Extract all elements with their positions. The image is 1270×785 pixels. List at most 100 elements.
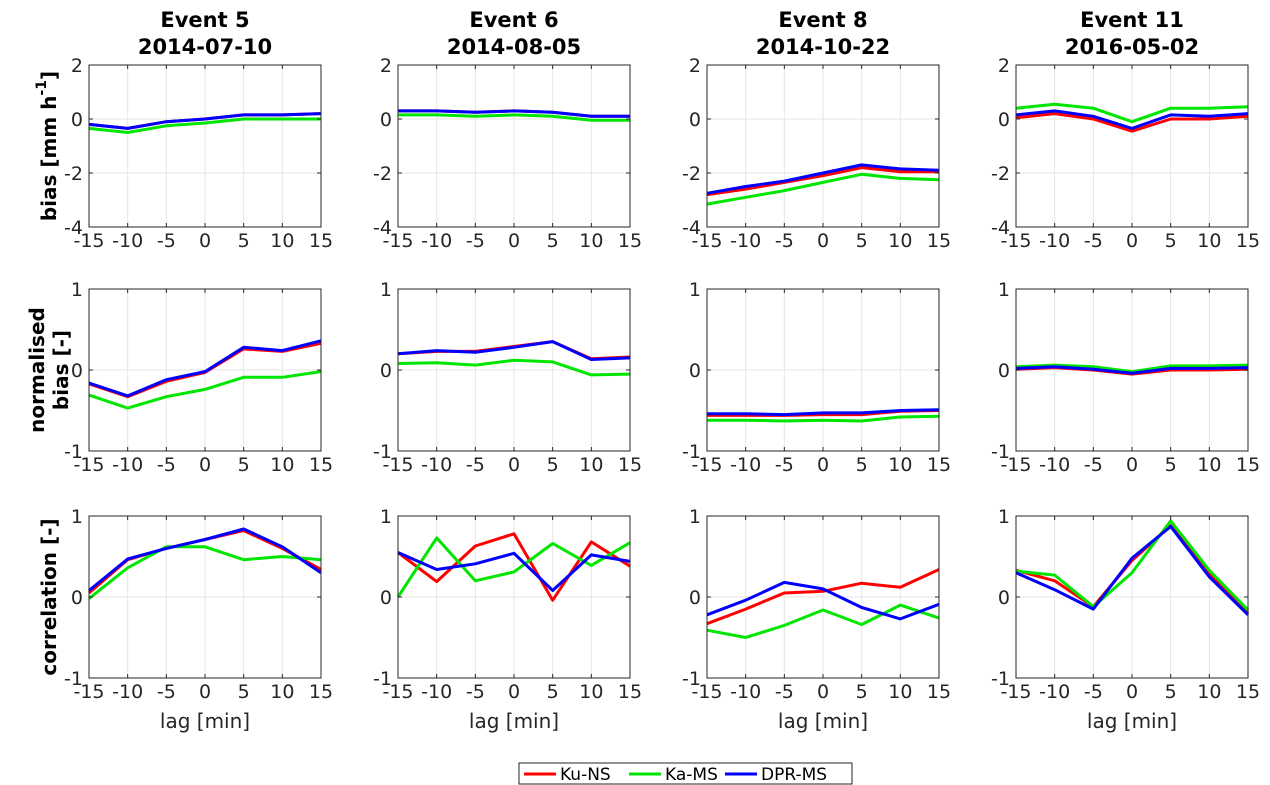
x-tick-label: 5 [856, 230, 868, 252]
legend-box [518, 762, 853, 785]
legend: Ku-NS Ka-MS DPR-MS [518, 762, 853, 785]
x-tick-label: -15 [382, 681, 413, 703]
x-tick-label: 5 [856, 454, 868, 476]
y-tick-label: 2 [71, 55, 83, 77]
x-tick-label: 10 [270, 230, 294, 252]
y-tick-label: -4 [682, 217, 701, 239]
y-tick-label: 0 [689, 587, 701, 609]
x-tick-label: -15 [73, 230, 104, 252]
y-tick-label: -1 [991, 441, 1010, 463]
series-line-dpr-ms [1015, 365, 1249, 375]
y-tick-label: 0 [380, 587, 392, 609]
legend-label: Ka-MS [665, 765, 718, 785]
series-line-ka-ms [396, 536, 631, 598]
x-tick-label: 15 [927, 230, 951, 252]
x-tick-label: -10 [112, 681, 143, 703]
x-tick-label: -15 [691, 454, 722, 476]
x-tick-label: -5 [466, 681, 485, 703]
y-tick-label: -1 [682, 668, 701, 690]
x-tick-label: 10 [579, 454, 603, 476]
x-tick-label: -15 [73, 681, 104, 703]
series-line-ku-ns [706, 568, 940, 626]
panel-grid: Event 5 2014-07-10 Event 6 2014-08-05 Event … [25, 8, 1261, 733]
column-title-event: Event 6 [469, 8, 558, 32]
x-tick-label: 15 [309, 681, 333, 703]
x-tick-label: -5 [1084, 454, 1103, 476]
x-tick-label: -15 [691, 230, 722, 252]
series-line-ka-ms [88, 370, 322, 410]
row-ylabel-text: correlation [-] [37, 518, 61, 675]
x-tick-label: 15 [309, 454, 333, 476]
legend-label: Ku-NS [560, 765, 611, 785]
series-line-ka-ms [398, 113, 630, 122]
column-title-event: Event 8 [778, 8, 867, 32]
x-tick-label: 5 [1165, 681, 1177, 703]
y-tick-label: 0 [998, 360, 1010, 382]
row-ylabel-superscript: -1 [34, 80, 50, 96]
x-tick-label: 5 [547, 454, 559, 476]
x-tick-label: 15 [1236, 230, 1260, 252]
x-tick-label: -10 [421, 454, 452, 476]
y-tick-label: -1 [64, 668, 83, 690]
x-tick-label: -5 [775, 230, 794, 252]
x-tick-label: 0 [817, 681, 829, 703]
x-tick-label: 5 [1165, 454, 1177, 476]
y-tick-label: 2 [998, 55, 1010, 77]
y-tick-label: -1 [373, 441, 392, 463]
x-axis-label: lag [min] [160, 709, 250, 733]
x-tick-label: 0 [508, 454, 520, 476]
series-line-ka-ms [706, 172, 940, 206]
series-line-ka-ms [1015, 363, 1249, 374]
legend-label: DPR-MS [761, 765, 827, 785]
x-tick-label: -15 [1000, 230, 1031, 252]
x-tick-label: -5 [466, 454, 485, 476]
x-tick-label: 0 [199, 230, 211, 252]
y-tick-label: 1 [689, 506, 701, 528]
x-tick-label: -15 [382, 230, 413, 252]
series-line-dpr-ms [1015, 525, 1250, 616]
x-tick-label: -15 [73, 454, 104, 476]
x-tick-label: 5 [238, 230, 250, 252]
y-tick-label: 1 [689, 279, 701, 301]
series-line-dpr-ms [88, 112, 322, 130]
x-tick-label: -15 [1000, 681, 1031, 703]
x-axis-label: lag [min] [469, 709, 559, 733]
series-line-dpr-ms [397, 551, 631, 592]
x-tick-label: 10 [270, 454, 294, 476]
x-tick-label: 15 [309, 230, 333, 252]
y-tick-label: -2 [682, 163, 701, 185]
x-tick-label: 10 [579, 230, 603, 252]
x-tick-label: 15 [927, 454, 951, 476]
y-tick-label: 1 [380, 506, 392, 528]
x-tick-label: 10 [888, 681, 912, 703]
x-tick-label: 0 [508, 230, 520, 252]
y-tick-label: 1 [71, 279, 83, 301]
x-tick-label: 15 [927, 681, 951, 703]
panel-r1-c0: -15 -10 -5 0 5 10 15-101 [64, 279, 333, 476]
panel-r0-c0: -15 -10 -5 0 5 10 15 -4 -2 0 2 [64, 55, 333, 252]
x-tick-label: -5 [775, 454, 794, 476]
series-line-dpr-ms [706, 580, 940, 621]
row-ylabel-text: bias [-] [49, 330, 73, 410]
x-tick-label: -5 [1084, 230, 1103, 252]
x-axis-label: lag [min] [1087, 709, 1177, 733]
x-tick-label: -10 [730, 454, 761, 476]
series-line-dpr-ms [88, 339, 322, 398]
x-tick-label: 0 [1126, 681, 1138, 703]
y-tick-label: -4 [991, 217, 1010, 239]
x-tick-label: 0 [508, 681, 520, 703]
panel-r0-c3: -15 -10 -5 0 5 10 15 -4 -2 0 2 [991, 55, 1260, 252]
y-tick-label: -1 [64, 441, 83, 463]
row-ylabel: bias [-] [49, 330, 73, 410]
panel-r0-c2: -15 -10 -5 0 5 10 15 -4 -2 0 2 [682, 55, 951, 252]
x-tick-label: -5 [466, 230, 485, 252]
x-tick-label: 0 [817, 230, 829, 252]
x-tick-label: -5 [1084, 681, 1103, 703]
x-tick-label: -15 [691, 681, 722, 703]
y-tick-label: -1 [373, 668, 392, 690]
series-line-ku-ns [706, 166, 939, 197]
row-ylabel-suffix: ] [37, 71, 61, 80]
x-tick-label: 10 [888, 230, 912, 252]
